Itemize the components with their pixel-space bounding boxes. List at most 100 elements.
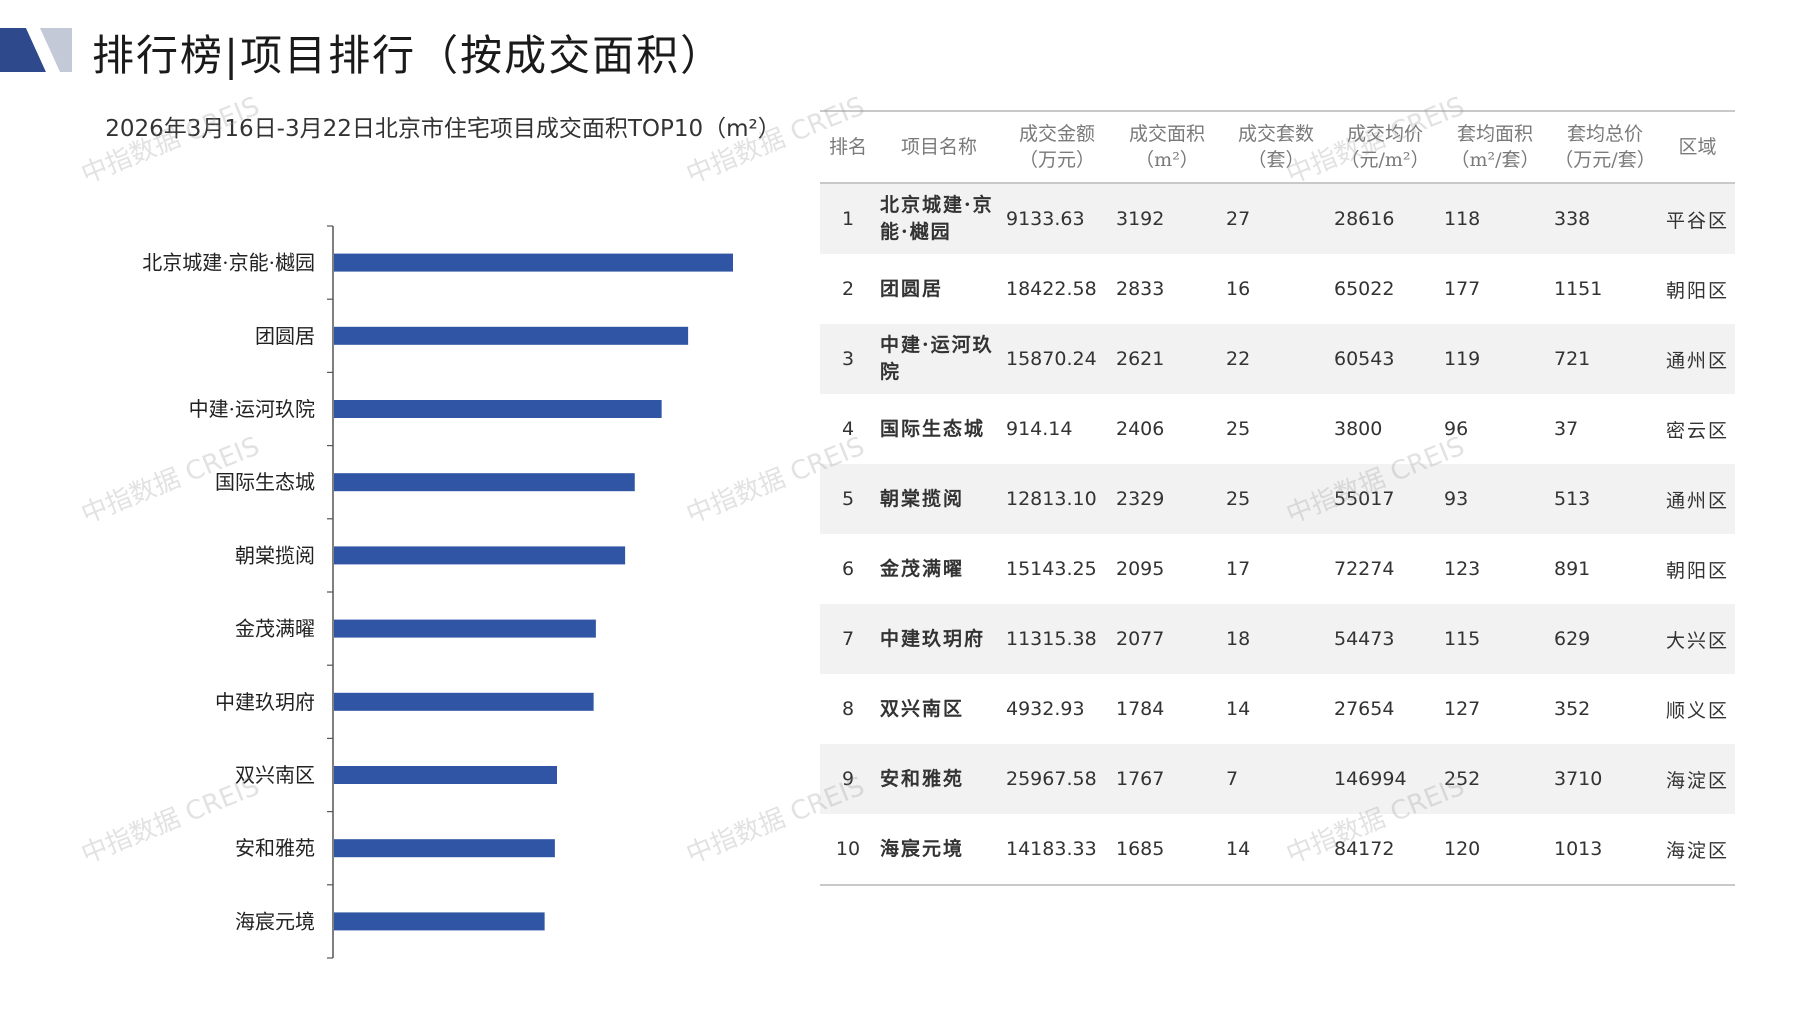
table-cell: 2095 — [1116, 558, 1165, 580]
table-cell: 15870.24 — [1002, 324, 1112, 394]
table-cell: 84172 — [1334, 838, 1395, 860]
table-cell: 3 — [820, 324, 876, 394]
table-row: 5 朝棠揽阅 12813.10 2329 25 55017 93 513 通州区 — [820, 464, 1735, 534]
table-cell: 28616 — [1330, 183, 1440, 254]
table-cell: 891 — [1554, 558, 1591, 580]
column-header: 排名 — [828, 136, 867, 158]
table-cell: 海淀区 — [1665, 839, 1729, 862]
column-header: 区域 — [1678, 136, 1717, 158]
table-cell: 中建玖玥府 — [876, 604, 1002, 674]
bar — [334, 326, 689, 345]
table-cell: 海淀区 — [1660, 744, 1735, 814]
table-row: 9 安和雅苑 25967.58 1767 7 146994 252 3710 海淀区 — [820, 744, 1735, 814]
table-cell: 国际生态城 — [880, 417, 986, 440]
table-cell: 3710 — [1550, 744, 1660, 814]
table-cell: 1 — [820, 183, 876, 254]
bar — [334, 692, 594, 711]
table-cell: 55017 — [1330, 464, 1440, 534]
table-cell: 北京城建·京能·樾园 — [876, 183, 1002, 254]
page-title: 排行榜|项目排行（按成交面积） — [92, 31, 725, 80]
category-tick-label: 中建·运河玖院 — [189, 397, 315, 421]
table-cell: 25 — [1222, 464, 1330, 534]
column-header: 项目名称 — [900, 136, 977, 158]
table-cell: 27 — [1222, 183, 1330, 254]
table-row: 7 中建玖玥府 11315.38 2077 18 54473 115 629 大兴区 — [820, 604, 1735, 674]
column-header: 套均面积 （m²/套） — [1450, 123, 1540, 171]
table-cell: 96 — [1444, 418, 1469, 440]
table-cell: 252 — [1440, 744, 1550, 814]
table-cell: 54473 — [1330, 604, 1440, 674]
ranking-table-container: 排名 项目名称 成交金额 （万元） 成交面积 （m²） 成交套数 （套） 成交均价 （元/m²） 套… — [820, 110, 1735, 886]
table-cell: 2329 — [1112, 464, 1222, 534]
table-cell: 22 — [1222, 324, 1330, 394]
table-cell: 7 — [820, 604, 876, 674]
table-cell: 2077 — [1112, 604, 1222, 674]
table-cell: 27654 — [1334, 698, 1395, 720]
bar-chart: 北京城建·京能·樾园团圆居中建·运河玖院国际生态城朝棠揽阅金茂满曜中建玖玥府双兴… — [142, 225, 733, 959]
ranking-table: 排名 项目名称 成交金额 （万元） 成交面积 （m²） 成交套数 （套） 成交均价 （元/m²） 套… — [820, 110, 1735, 886]
table-row: 4 国际生态城 914.14 2406 25 3800 96 37 密云区 — [820, 394, 1735, 464]
table-row: 2 团圆居 18422.58 2833 16 65022 177 1151 朝阳区 — [820, 254, 1735, 324]
category-tick-label: 朝棠揽阅 — [235, 543, 315, 567]
table-cell: 1685 — [1116, 838, 1165, 860]
category-tick-label: 团圆居 — [255, 324, 315, 348]
table-header-row: 排名 项目名称 成交金额 （万元） 成交面积 （m²） 成交套数 （套） 成交均价 （元/m²） 套… — [820, 111, 1735, 183]
bar — [334, 619, 596, 638]
table-cell: 37 — [1554, 418, 1579, 440]
bar — [334, 253, 733, 272]
column-header: 成交套数 （套） — [1237, 123, 1314, 171]
category-tick-label: 北京城建·京能·樾园 — [142, 251, 315, 275]
table-cell: 8 — [841, 698, 855, 720]
table-cell: 177 — [1444, 278, 1481, 300]
table-cell: 朝棠揽阅 — [876, 464, 1002, 534]
table-cell: 9133.63 — [1002, 183, 1112, 254]
table-cell: 团圆居 — [880, 277, 944, 300]
table-cell: 127 — [1444, 698, 1481, 720]
table-cell: 914.14 — [1006, 418, 1073, 440]
table-cell: 15143.25 — [1006, 558, 1097, 580]
table-cell: 2833 — [1116, 278, 1165, 300]
table-cell: 大兴区 — [1660, 604, 1735, 674]
table-row: 6 金茂满曜 15143.25 2095 17 72274 123 891 朝阳区 — [820, 534, 1735, 604]
bar — [334, 912, 545, 931]
column-header: 套均总价 （万元/套） — [1554, 123, 1656, 171]
table-cell: 4932.93 — [1006, 698, 1085, 720]
bar — [334, 839, 555, 858]
table-cell: 93 — [1440, 464, 1550, 534]
table-cell: 密云区 — [1665, 419, 1729, 442]
category-tick-label: 中建玖玥府 — [215, 690, 315, 714]
table-cell: 中建·运河玖院 — [876, 324, 1002, 394]
table-cell: 2 — [841, 278, 855, 300]
table-cell: 18 — [1222, 604, 1330, 674]
table-cell: 118 — [1440, 183, 1550, 254]
table-cell: 通州区 — [1660, 464, 1735, 534]
table-cell: 14183.33 — [1006, 838, 1097, 860]
table-cell: 629 — [1550, 604, 1660, 674]
category-tick-label: 金茂满曜 — [235, 617, 315, 641]
table-cell: 17 — [1226, 558, 1251, 580]
table-cell: 25 — [1226, 418, 1251, 440]
table-cell: 65022 — [1334, 278, 1395, 300]
category-tick-label: 安和雅苑 — [235, 836, 315, 860]
table-cell: 120 — [1444, 838, 1481, 860]
table-cell: 朝阳区 — [1665, 279, 1729, 302]
table-cell: 146994 — [1330, 744, 1440, 814]
table-cell: 5 — [820, 464, 876, 534]
table-row: 10 海宸元境 14183.33 1685 14 84172 120 1013 海淀区 — [820, 814, 1735, 885]
table-cell: 2621 — [1112, 324, 1222, 394]
table-cell: 朝阳区 — [1665, 559, 1729, 582]
table-cell: 2406 — [1116, 418, 1165, 440]
title-chevron-icon — [0, 28, 72, 72]
column-header: 成交面积 （m²） — [1128, 123, 1205, 171]
table-cell: 金茂满曜 — [880, 557, 965, 580]
column-header: 成交均价 （元/m²） — [1340, 123, 1430, 171]
table-cell: 6 — [841, 558, 855, 580]
table-cell: 25967.58 — [1002, 744, 1112, 814]
table-cell: 60543 — [1330, 324, 1440, 394]
table-cell: 10 — [835, 838, 861, 860]
table-cell: 123 — [1444, 558, 1481, 580]
table-cell: 海宸元境 — [880, 837, 965, 860]
table-cell: 安和雅苑 — [876, 744, 1002, 814]
category-tick-label: 海宸元境 — [235, 909, 315, 933]
table-cell: 18422.58 — [1006, 278, 1097, 300]
